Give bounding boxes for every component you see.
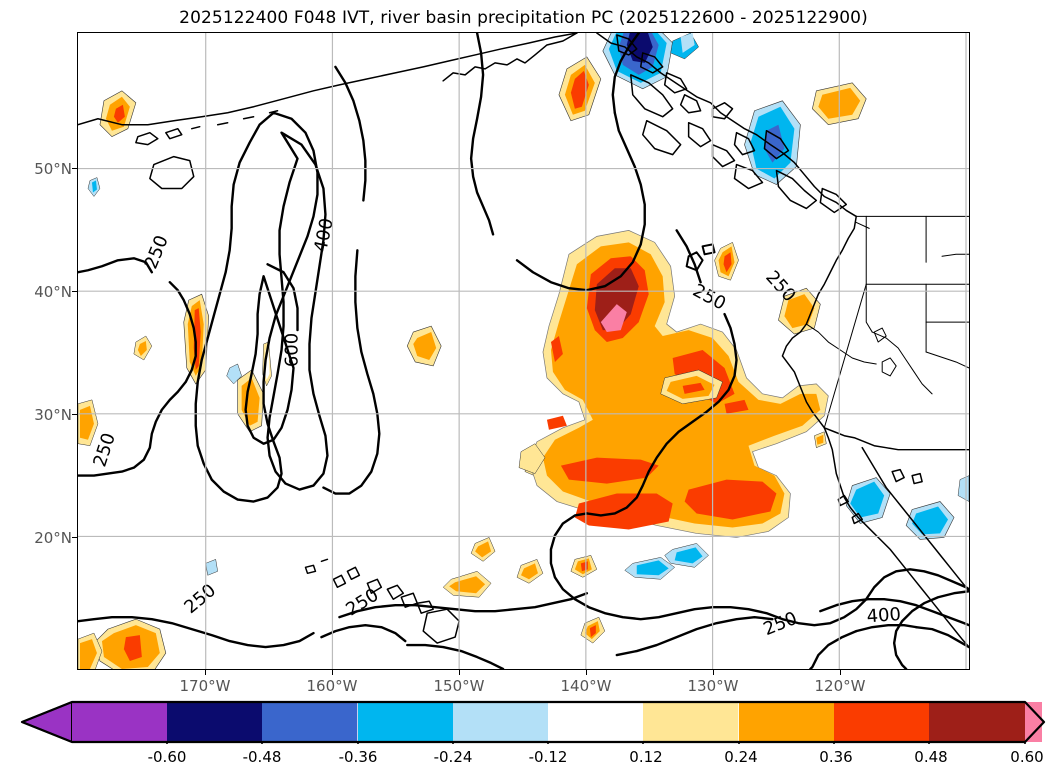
xtick-label-130w: 130°W <box>687 677 739 695</box>
ytick-label-50n: 50°N <box>34 160 72 178</box>
shaded-blob <box>406 325 442 367</box>
xtick-mark <box>586 670 587 675</box>
xtick-label-140w: 140°W <box>560 677 612 695</box>
colorbar-outline <box>20 700 1046 744</box>
xtick-label-160w: 160°W <box>306 677 358 695</box>
ytick-mark <box>72 537 77 538</box>
colorbar-band <box>358 702 454 742</box>
colorbar-swatches <box>20 700 1046 744</box>
gridlines <box>78 33 969 669</box>
ytick-label-30n: 30°N <box>34 406 72 424</box>
colorbar-tick-label: -0.36 <box>338 748 378 766</box>
xtick-mark <box>205 670 206 675</box>
coastlines <box>78 33 969 648</box>
colorbar-tick-label: 0.36 <box>819 748 853 766</box>
shaded-blob <box>570 555 598 578</box>
contour-label-250: 250 <box>141 232 173 272</box>
shaded-blob <box>580 616 606 644</box>
colorbar-tick-label: -0.12 <box>528 748 568 766</box>
colorbar-band <box>834 702 930 742</box>
contour-label-400: 400 <box>310 216 338 254</box>
xtick-mark <box>459 670 460 675</box>
shaded-anomaly-field <box>78 33 969 669</box>
shaded-blob <box>558 56 602 122</box>
ytick-label-40n: 40°N <box>34 283 72 301</box>
xtick-label-150w: 150°W <box>433 677 485 695</box>
shaded-blob <box>778 287 821 335</box>
ytick-mark <box>72 291 77 292</box>
colorbar[interactable]: -0.60 -0.48 -0.36 -0.24 -0.12 0.12 0.24 … <box>0 700 1047 766</box>
xtick-mark <box>713 670 714 675</box>
ytick-mark <box>72 168 77 169</box>
colorbar-tick-label: 0.48 <box>914 748 948 766</box>
xtick-mark <box>332 670 333 675</box>
xtick-mark <box>840 670 841 675</box>
xtick-label-170w: 170°W <box>179 677 231 695</box>
page-title: 2025122400 F048 IVT, river basin precipi… <box>179 8 868 28</box>
colorbar-band <box>548 702 644 742</box>
ytick-label-20n: 20°N <box>34 529 72 547</box>
contour-label-250: 250 <box>180 580 220 618</box>
xtick-label-120w: 120°W <box>814 677 866 695</box>
shaded-blob <box>660 369 723 405</box>
shaded-blob <box>664 543 709 568</box>
colorbar-under-arrow <box>21 701 73 743</box>
colorbar-band <box>262 702 358 742</box>
shaded-blob <box>78 632 103 669</box>
colorbar-band <box>72 702 168 742</box>
colorbar-tick-label: -0.48 <box>242 748 282 766</box>
ytick-mark <box>72 414 77 415</box>
shaded-blob <box>905 501 955 540</box>
colorbar-band <box>167 702 263 742</box>
shaded-blob <box>714 241 739 281</box>
shaded-blob <box>78 399 99 446</box>
map-panel[interactable]: 250 400 600 250 250 250 250 250 250 400 <box>77 32 970 670</box>
shaded-blob <box>99 90 137 138</box>
shaded-blob <box>470 537 496 562</box>
colorbar-tick-label: -0.60 <box>147 748 187 766</box>
shaded-blob <box>744 100 801 185</box>
colorbar-band <box>643 702 739 742</box>
colorbar-tick-label: 0.12 <box>629 748 663 766</box>
map-canvas: 250 400 600 250 250 250 250 250 250 400 <box>78 33 969 669</box>
colorbar-band <box>739 702 835 742</box>
shaded-blob <box>133 335 153 361</box>
shaded-blob <box>442 571 492 598</box>
colorbar-tick-label: 0.24 <box>724 748 758 766</box>
shaded-blob <box>93 618 167 669</box>
contour-label-600: 600 <box>282 333 303 367</box>
shaded-blob <box>845 477 891 524</box>
contour-label-250: 250 <box>89 430 120 469</box>
shaded-blob <box>516 559 544 584</box>
contour-label-250: 250 <box>689 280 729 315</box>
colorbar-tick-label: 0.60 <box>1010 748 1044 766</box>
contour-label-400: 400 <box>866 604 902 627</box>
colorbar-tick-label: -0.24 <box>433 748 473 766</box>
colorbar-band <box>929 702 1025 742</box>
shaded-blob <box>518 443 546 474</box>
colorbar-band <box>453 702 549 742</box>
